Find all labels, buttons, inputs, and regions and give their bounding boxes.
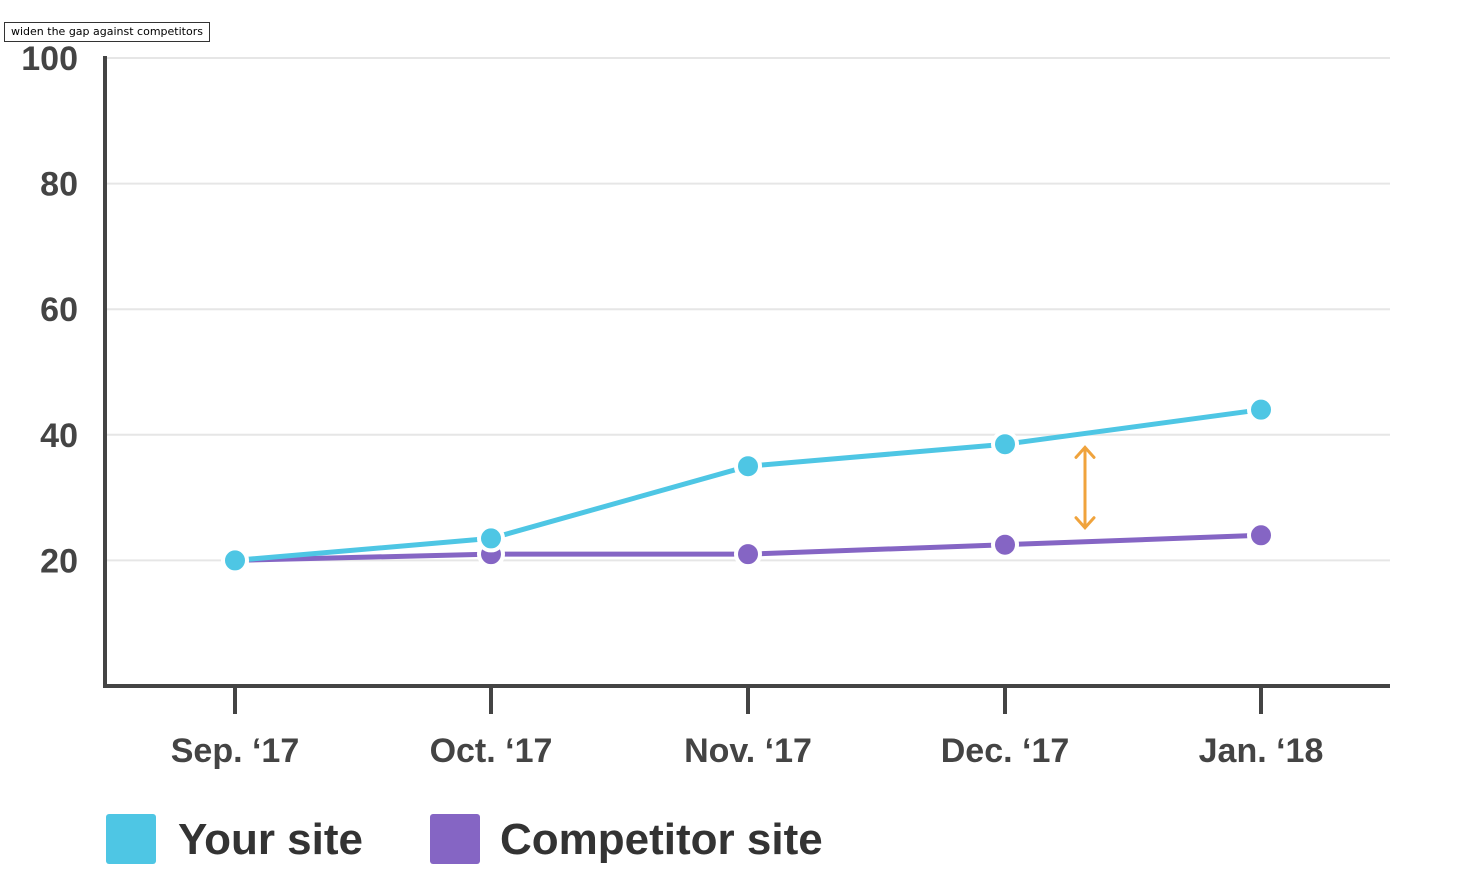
- x-tick-label: Oct. ‘17: [430, 732, 553, 770]
- x-tick-label: Nov. ‘17: [684, 732, 812, 770]
- y-tick-label: 60: [40, 291, 78, 329]
- data-point: [734, 452, 762, 481]
- legend-label-0: Your site: [178, 815, 363, 864]
- double-arrow-icon: [1074, 445, 1096, 530]
- legend-label-1: Competitor site: [500, 815, 823, 864]
- x-tick-label: Sep. ‘17: [171, 732, 300, 770]
- data-point: [1247, 521, 1275, 550]
- tooltip: widen the gap against competitors: [4, 22, 210, 42]
- x-tick-label: Dec. ‘17: [941, 732, 1070, 770]
- y-tick-label: 80: [40, 166, 78, 204]
- legend-swatch-0: [106, 814, 156, 864]
- y-tick-label: 20: [40, 542, 78, 580]
- data-point: [477, 524, 505, 553]
- x-tick-label: Jan. ‘18: [1199, 732, 1324, 770]
- y-tick-label: 40: [40, 417, 78, 455]
- series-line-0: [232, 407, 1264, 563]
- legend-swatch-1: [430, 814, 480, 864]
- data-point: [991, 430, 1019, 459]
- data-point: [221, 546, 249, 575]
- data-point: [734, 540, 762, 569]
- data-point: [1247, 395, 1275, 424]
- data-point: [991, 530, 1019, 559]
- y-tick-label: 100: [21, 40, 78, 78]
